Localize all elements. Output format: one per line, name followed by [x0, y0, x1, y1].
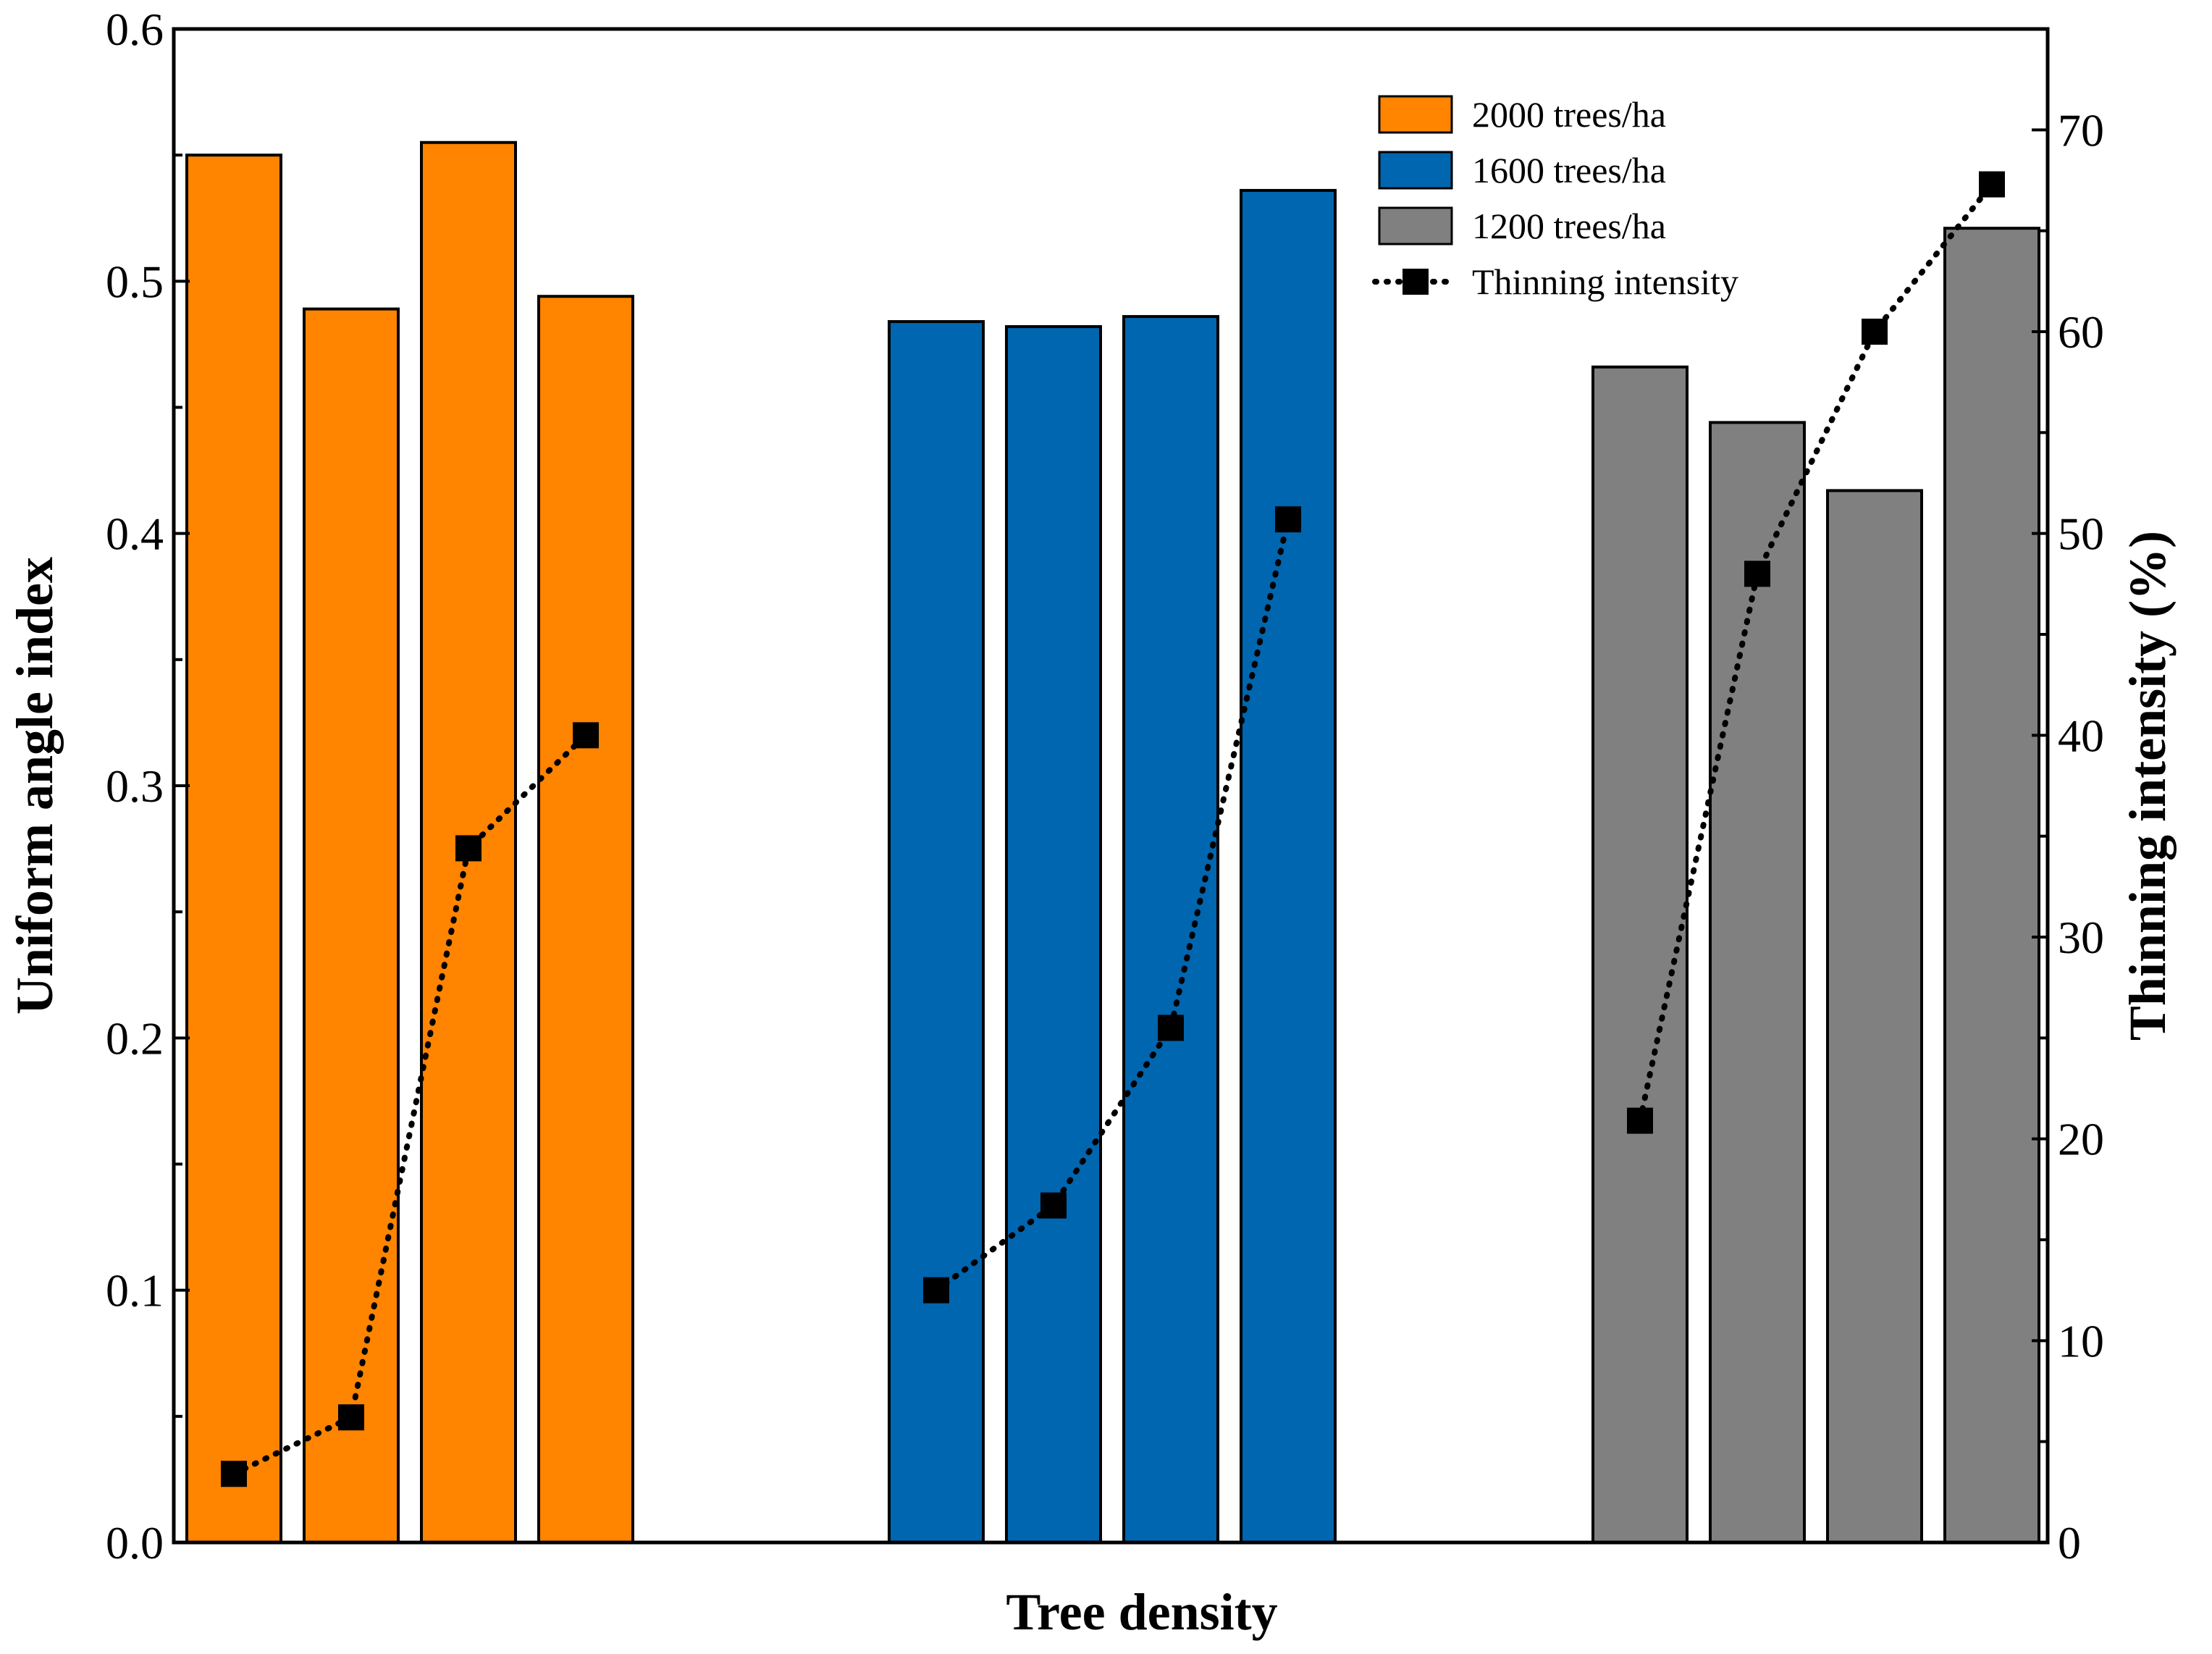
right-tick-label: 30: [2058, 912, 2104, 963]
legend-label: Thinning intensity: [1472, 261, 1738, 302]
bar: [1240, 188, 1337, 1544]
right-tick-label: 0: [2058, 1517, 2081, 1569]
bar: [888, 320, 985, 1545]
bar: [1826, 489, 1923, 1545]
legend-label: 1200 trees/ha: [1472, 206, 1666, 246]
left-tick-label: 0.1: [106, 1265, 164, 1317]
right-tick-label: 50: [2058, 508, 2104, 560]
thinning-marker: [923, 1277, 949, 1304]
right-tick-label: 60: [2058, 306, 2104, 358]
left-tick-label: 0.2: [106, 1012, 164, 1064]
thinning-marker: [1627, 1107, 1653, 1134]
thinning-marker: [1040, 1192, 1067, 1219]
thinning-marker: [455, 835, 481, 862]
thinning-line: [231, 732, 589, 1477]
bar: [1709, 421, 1806, 1544]
legend-swatch: [1378, 95, 1453, 134]
left-axis-title: Uniform angle index: [6, 557, 64, 1015]
left-axis: 0.0 0.1 0.2 0.3 0.4 0.5 0.6: [106, 4, 190, 1569]
thinning-markers-layer: [221, 171, 2005, 1487]
legend-swatch: [1378, 206, 1453, 245]
right-tick-label: 20: [2058, 1114, 2104, 1165]
right-axis: 0 10 20 30 40 50 60 70: [2032, 28, 2104, 1569]
left-tick-label: 0.5: [106, 256, 164, 307]
bar: [1122, 315, 1219, 1545]
thinning-marker: [1744, 561, 1770, 587]
left-tick-label: 0.0: [106, 1517, 164, 1569]
thinning-marker: [1275, 506, 1301, 533]
legend: 2000 trees/ha 1600 trees/ha 1200 trees/ha T…: [1372, 94, 1738, 302]
bar: [1591, 365, 1689, 1544]
bar: [303, 307, 400, 1544]
thinning-marker: [1979, 171, 2005, 198]
right-axis-title: Thinning intensity (%): [2119, 531, 2177, 1041]
left-tick-label: 0.3: [106, 760, 164, 812]
bar: [185, 154, 282, 1545]
legend-label: 2000 trees/ha: [1472, 94, 1666, 135]
thinning-line: [1637, 181, 1995, 1124]
bar: [537, 295, 634, 1545]
bar: [1943, 227, 2040, 1544]
right-tick-label: 10: [2058, 1315, 2104, 1367]
left-tick-label: 0.6: [106, 4, 164, 55]
right-tick-label: 70: [2058, 104, 2104, 156]
bars-layer: [185, 140, 2040, 1545]
thinning-lines-layer: [231, 181, 1995, 1477]
thinning-line: [933, 516, 1291, 1293]
left-tick-label: 0.4: [106, 508, 164, 560]
legend-marker: [1403, 269, 1429, 295]
legend-label: 1600 trees/ha: [1472, 150, 1666, 190]
thinning-marker: [1158, 1015, 1184, 1041]
thinning-marker: [573, 722, 599, 749]
x-axis-title: Tree density: [1006, 1583, 1277, 1641]
legend-swatch: [1378, 151, 1453, 190]
bar: [1005, 325, 1102, 1544]
right-tick-label: 40: [2058, 710, 2104, 761]
thinning-marker: [338, 1404, 364, 1431]
thinning-marker: [221, 1461, 247, 1487]
thinning-marker: [1862, 319, 1888, 345]
